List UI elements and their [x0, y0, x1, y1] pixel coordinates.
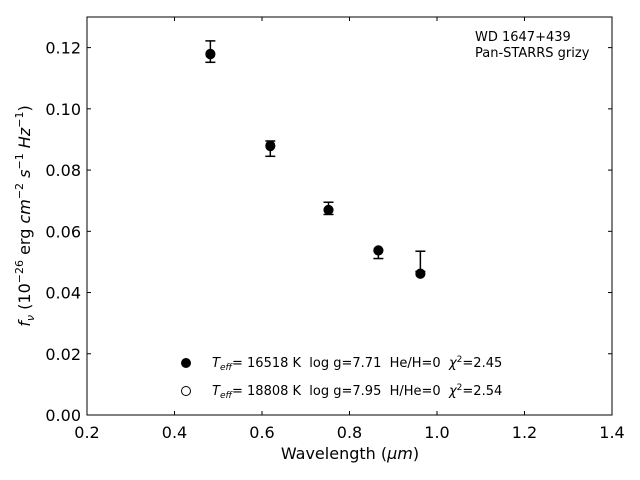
- plot-area: [205, 40, 426, 279]
- y-tick-label: 0.08: [45, 161, 81, 180]
- legend: Teff= 16518 K log g=7.71 He/H=0 χ2=2.45 …: [181, 355, 502, 401]
- model-point-filled: [373, 245, 384, 256]
- svg-text:fν (10−26 erg cm−2 s−1 Hz−1): fν (10−26 erg cm−2 s−1 Hz−1): [13, 105, 37, 326]
- axis-ticks: 0.2 0.4 0.6 0.8 1.0 1.2 1.4 0.00 0.02 0.04 0.06 0.0…: [45, 17, 625, 442]
- legend-marker-open: [181, 386, 191, 396]
- x-tick-label: 1.4: [599, 423, 624, 442]
- model-point-filled: [323, 204, 334, 215]
- annotation-object: WD 1647+439: [475, 30, 571, 45]
- y-tick-label: 0.02: [45, 345, 81, 364]
- plot-frame: [86, 16, 613, 416]
- x-tick-label: 1.0: [424, 423, 449, 442]
- model-point-filled: [415, 268, 426, 279]
- x-tick-label: 0.2: [74, 423, 99, 442]
- x-tick-label: 0.8: [337, 423, 362, 442]
- annotation-survey: Pan-STARRS grizy: [475, 46, 590, 61]
- model-point-filled: [265, 140, 276, 151]
- legend-entry-1: Teff= 16518 K log g=7.71 He/H=0 χ2=2.45: [212, 355, 502, 373]
- x-tick-label: 1.2: [512, 423, 537, 442]
- x-tick-label: 0.4: [162, 423, 187, 442]
- y-tick-label: 0.04: [45, 284, 81, 303]
- x-axis-label: Wavelength (μm): [281, 444, 419, 463]
- y-tick-label: 0.12: [45, 39, 81, 58]
- y-tick-label: 0.10: [45, 100, 81, 119]
- x-tick-label: 0.6: [249, 423, 274, 442]
- y-tick-label: 0.00: [45, 406, 81, 425]
- legend-entry-2: Teff= 18808 K log g=7.95 H/He=0 χ2=2.54: [212, 383, 502, 401]
- legend-marker-filled: [181, 358, 191, 368]
- y-tick-label: 0.06: [45, 222, 81, 241]
- y-axis-label: fν (10−26 erg cm−2 s−1 Hz−1): [13, 105, 37, 326]
- model-point-filled: [205, 48, 216, 59]
